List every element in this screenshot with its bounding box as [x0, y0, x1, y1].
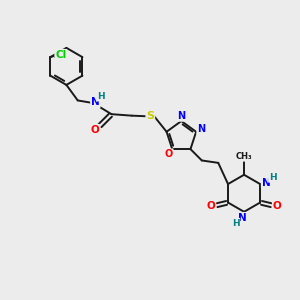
Text: O: O [273, 201, 281, 211]
Text: O: O [164, 149, 173, 159]
Text: CH₃: CH₃ [236, 152, 252, 161]
Text: N: N [91, 97, 100, 107]
Text: H: H [97, 92, 104, 101]
Text: O: O [207, 201, 215, 211]
Text: Cl: Cl [55, 50, 66, 60]
Text: H: H [269, 173, 277, 182]
Text: N: N [238, 213, 247, 223]
Text: N: N [262, 178, 270, 188]
Text: N: N [197, 124, 205, 134]
Text: N: N [177, 111, 185, 121]
Text: H: H [232, 219, 239, 228]
Text: O: O [90, 125, 99, 135]
Text: S: S [146, 111, 154, 121]
